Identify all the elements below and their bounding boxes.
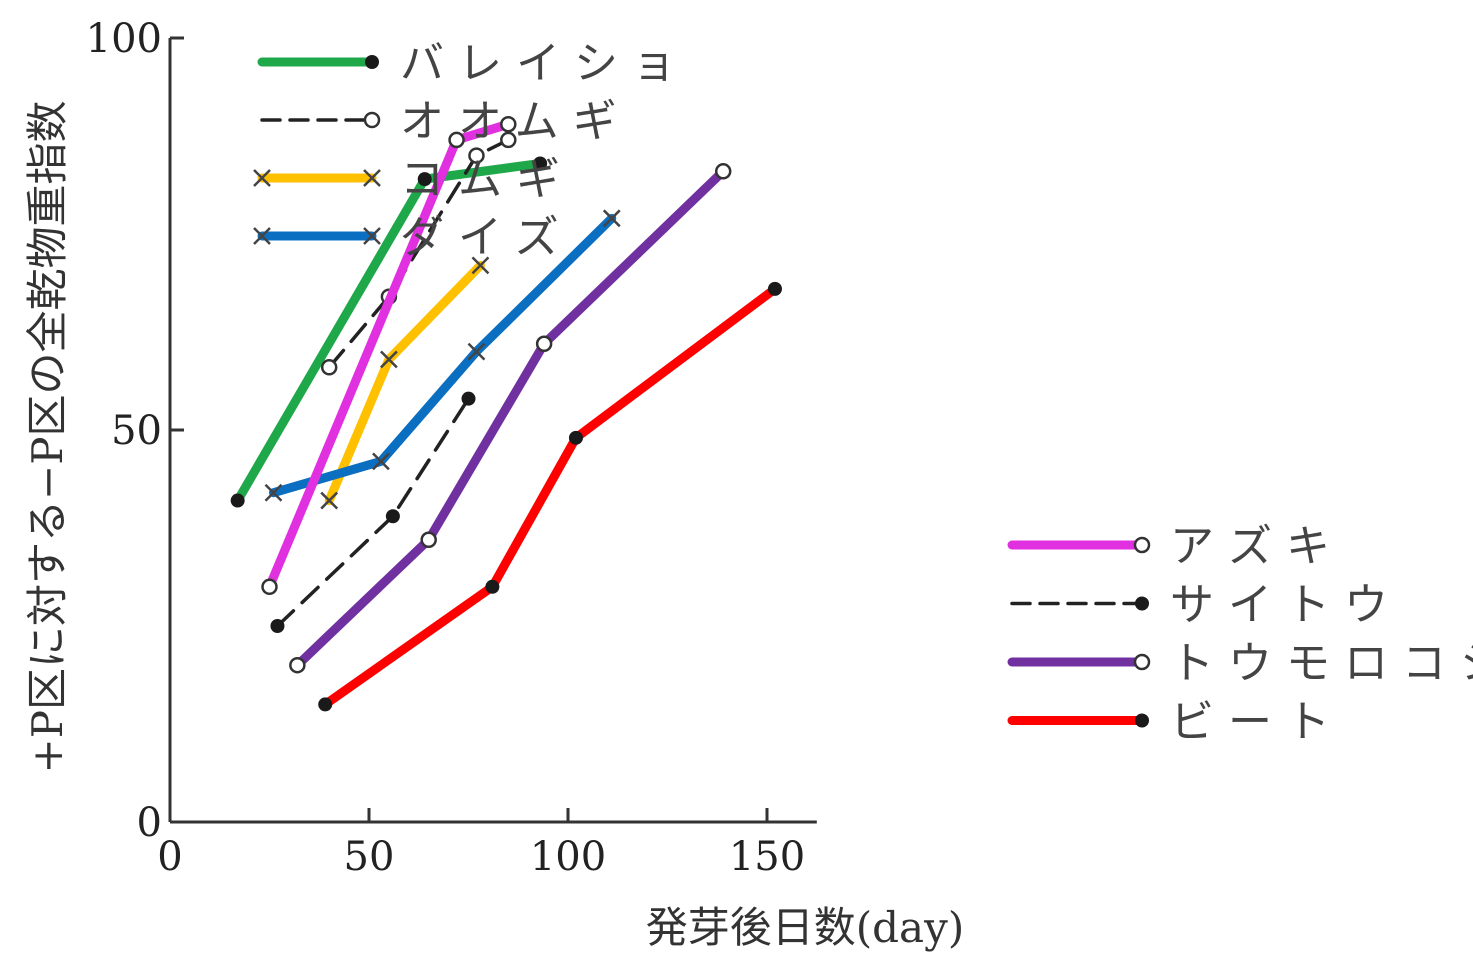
legend-entry: バレイショ xyxy=(257,38,690,89)
data-point xyxy=(448,131,465,149)
axes: 0 50 100 150 0 50 100 xyxy=(86,16,817,880)
series-7 xyxy=(289,163,732,674)
data-point xyxy=(261,578,278,596)
y-tick-label: 0 xyxy=(137,800,162,846)
data-point xyxy=(318,697,333,712)
data-point xyxy=(320,491,339,510)
legend-entry: アズキ xyxy=(1007,521,1344,572)
legend-marker xyxy=(1133,536,1151,554)
legend-marker xyxy=(363,169,381,187)
legend-marker xyxy=(363,111,381,129)
series-6 xyxy=(270,391,476,633)
data-point xyxy=(420,531,437,549)
data-point xyxy=(289,656,306,674)
data-point xyxy=(471,256,490,275)
series-1 xyxy=(230,156,548,508)
legend-label: サイトウ xyxy=(1170,580,1402,631)
x-tick-label: 150 xyxy=(729,834,805,880)
series-line xyxy=(292,166,728,670)
y-axis-label: +P区に対する−P区の全乾物重指数 xyxy=(23,101,72,774)
legend-label: バレイショ xyxy=(400,38,690,89)
series-5 xyxy=(261,115,517,596)
data-point xyxy=(417,172,432,187)
legend-marker xyxy=(253,227,271,245)
data-point xyxy=(485,579,500,594)
legend-marker xyxy=(1133,653,1151,671)
data-point xyxy=(602,209,621,228)
data-point xyxy=(568,430,583,445)
legend-label: アズキ xyxy=(1170,521,1344,572)
legend-marker xyxy=(253,169,271,187)
series-line xyxy=(327,138,511,370)
data-point xyxy=(320,359,338,376)
series-4 xyxy=(264,209,621,502)
legend-label: ダイズ xyxy=(400,212,573,263)
data-point xyxy=(264,483,283,502)
data-point xyxy=(714,163,732,180)
series-3 xyxy=(320,256,490,510)
series-8 xyxy=(318,281,782,712)
legend-entry: コムギ xyxy=(253,154,574,205)
legend-label: トウモロコシ xyxy=(1170,638,1473,689)
data-point xyxy=(468,147,485,164)
legend-entry: ビート xyxy=(1007,697,1344,748)
legend-label: コムギ xyxy=(400,154,574,205)
x-tick-label: 100 xyxy=(530,834,606,880)
legend-entry: サイトウ xyxy=(1010,580,1402,631)
x-tick-label: 0 xyxy=(157,834,182,880)
legend-label: ビート xyxy=(1170,697,1344,748)
y-tick-label: 50 xyxy=(111,408,162,454)
legend-entry: トウモロコシ xyxy=(1007,638,1473,689)
legend-marker xyxy=(363,227,381,245)
data-point xyxy=(385,509,400,524)
legend-bottom-right: アズキサイトウトウモロコシビート xyxy=(1007,521,1473,748)
data-point xyxy=(535,335,553,353)
data-point xyxy=(230,493,245,508)
series-line xyxy=(320,284,780,709)
legend-entry: ダイズ xyxy=(253,212,573,263)
data-point xyxy=(767,281,782,296)
legend-layer: バレイショオオムギコムギダイズアズキサイトウトウモロコシビート xyxy=(253,38,1473,748)
data-point xyxy=(461,391,476,406)
x-tick-label: 50 xyxy=(344,834,395,880)
legend-marker xyxy=(365,55,379,69)
legend-label: オオムギ xyxy=(400,96,631,147)
y-tick-label: 100 xyxy=(86,16,162,62)
data-point xyxy=(372,452,390,471)
data-point xyxy=(380,350,398,369)
legend-marker xyxy=(1135,713,1149,728)
legend-marker xyxy=(1135,596,1149,611)
series-line xyxy=(268,213,617,498)
legend-entry: オオムギ xyxy=(260,96,631,147)
data-point xyxy=(467,342,486,361)
x-axis-label: 発芽後日数(day) xyxy=(646,903,964,952)
data-point xyxy=(500,115,517,133)
series-layer xyxy=(230,115,782,712)
data-point xyxy=(500,131,517,149)
data-point xyxy=(533,156,548,171)
data-point xyxy=(270,619,285,633)
